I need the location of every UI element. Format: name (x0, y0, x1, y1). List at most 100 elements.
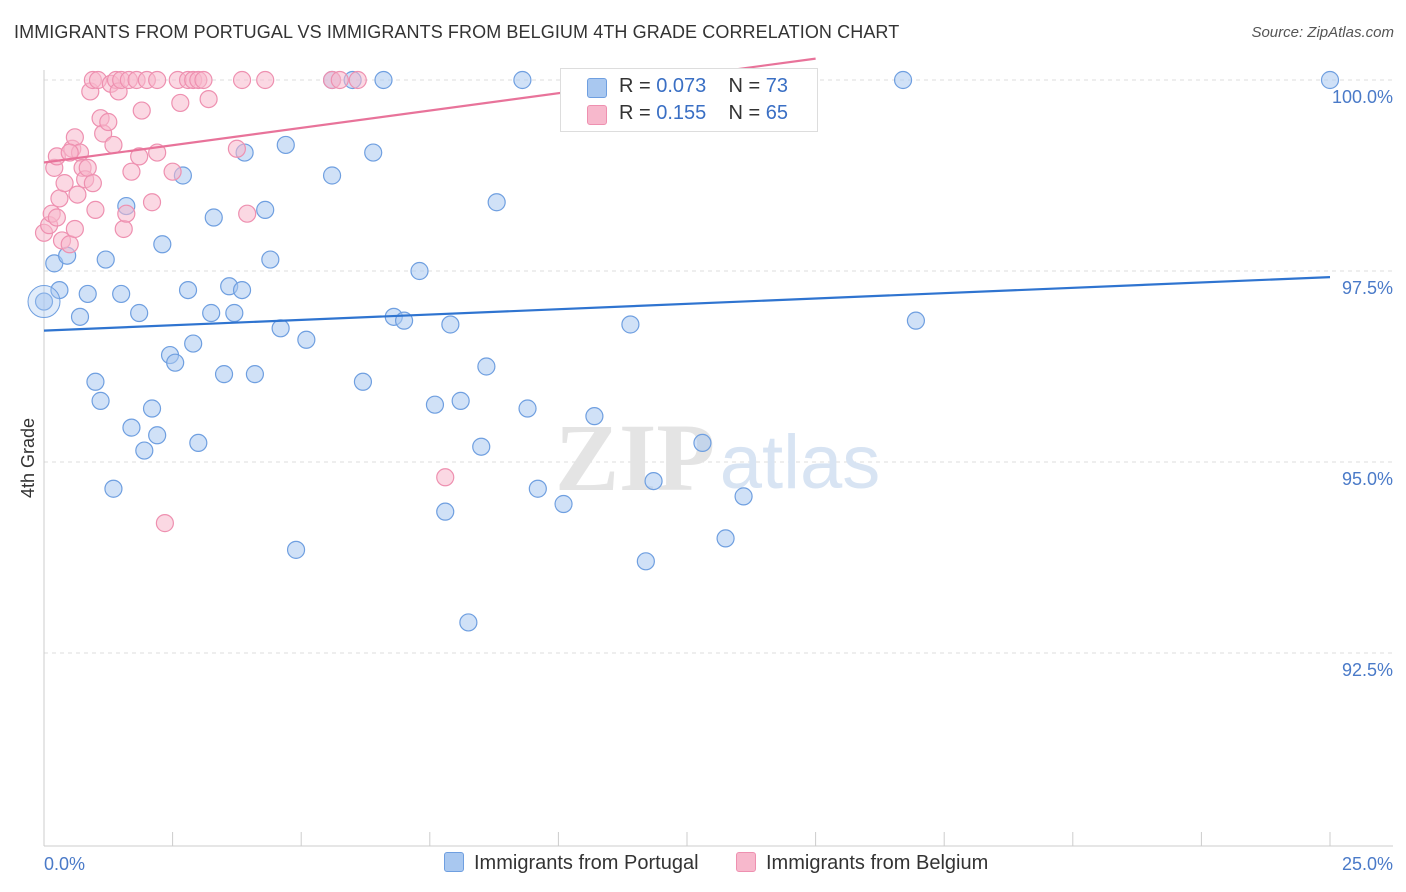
belgium-point (148, 70, 167, 90)
belgium-point (238, 204, 257, 223)
belgium-point (155, 514, 174, 533)
belgium-point (114, 219, 133, 239)
y-tick-label: 100.0% (1332, 87, 1393, 107)
portugal-point (297, 330, 316, 349)
portugal-point (1320, 70, 1340, 90)
portugal-point (166, 353, 185, 372)
r-label: R = (619, 102, 651, 124)
portugal-point (148, 426, 167, 445)
x-tick-label-min: 0.0% (44, 854, 85, 874)
portugal-point (425, 395, 445, 414)
portugal-point (554, 494, 573, 514)
y-axis-tick-labels: 100.0% 97.5% 95.0% 92.5% (1332, 87, 1393, 680)
belgium-point (99, 112, 118, 132)
portugal-point (276, 135, 295, 155)
belgium-point (227, 139, 246, 158)
portugal-legend-swatch (444, 852, 464, 872)
belgium-point (60, 235, 79, 254)
belgium-point (194, 70, 213, 90)
n-value: 65 (765, 102, 789, 124)
legend-item-portugal: Immigrants from Portugal (444, 852, 699, 875)
belgium-point (78, 158, 97, 177)
belgium-stats: R = 0.155 N = 65 (619, 102, 788, 125)
x-tick-label-max: 25.0% (1342, 854, 1393, 874)
chart-title: IMMIGRANTS FROM PORTUGAL VS IMMIGRANTS F… (14, 22, 900, 42)
y-tick-label: 95.0% (1342, 469, 1393, 489)
portugal-point (189, 433, 208, 452)
portugal-point (410, 261, 429, 281)
portugal-point (232, 281, 252, 300)
r-label: R = (619, 75, 651, 97)
belgium-point (50, 189, 69, 208)
portugal-point (112, 284, 131, 304)
belgium-point (436, 468, 455, 487)
y-tick-label: 97.5% (1342, 278, 1393, 298)
belgium-point (132, 101, 151, 120)
portugal-point (528, 479, 547, 498)
belgium-point (232, 70, 252, 90)
y-tick-label: 92.5% (1342, 660, 1393, 680)
portugal-swatch (587, 78, 607, 98)
portugal-point (204, 208, 223, 227)
legend-item-belgium: Immigrants from Belgium (736, 852, 988, 875)
belgium-point (68, 185, 87, 204)
y-axis-title: 4th Grade (18, 418, 38, 498)
belgium-point (130, 147, 149, 166)
portugal-point (225, 303, 244, 323)
belgium-swatch (587, 105, 607, 125)
portugal-point (245, 365, 265, 384)
belgium-point (330, 70, 349, 90)
portugal-point (34, 292, 54, 311)
portugal-point (202, 303, 221, 323)
portugal-point (585, 407, 604, 426)
portugal-point (364, 143, 383, 162)
belgium-point (122, 162, 141, 181)
portugal-point (271, 319, 290, 338)
portugal-point (122, 418, 141, 437)
portugal-point (518, 399, 537, 418)
belgium-point (256, 70, 275, 90)
r-value: 0.073 (656, 75, 707, 97)
portugal-point (96, 250, 115, 269)
n-label: N = (728, 102, 761, 124)
portugal-point (78, 284, 97, 304)
belgium-point (171, 93, 190, 113)
belgium-point (142, 193, 162, 212)
portugal-point (353, 372, 373, 391)
belgium-point (60, 143, 79, 162)
portugal-point (256, 200, 275, 219)
portugal-point (261, 250, 280, 269)
portugal-legend-label: Immigrants from Portugal (474, 852, 699, 874)
portugal-point (636, 552, 655, 571)
portugal-point (716, 529, 735, 548)
portugal-point (477, 357, 496, 376)
r-value: 0.155 (656, 102, 707, 124)
belgium-point (348, 70, 367, 90)
n-label: N = (728, 75, 761, 97)
belgium-point (199, 89, 218, 109)
n-value: 73 (765, 75, 789, 97)
portugal-point (322, 166, 342, 185)
portugal-point (286, 540, 306, 559)
portugal-point (734, 487, 753, 506)
portugal-point (70, 307, 90, 326)
belgium-legend-label: Immigrants from Belgium (766, 852, 989, 874)
portugal-stats: R = 0.073 N = 73 (619, 75, 788, 98)
portugal-point (91, 391, 110, 410)
source-label: Source: ZipAtlas.com (1251, 24, 1394, 41)
belgium-legend-swatch (736, 852, 756, 872)
portugal-point (104, 479, 123, 498)
portugal-point (644, 472, 663, 491)
stats-legend: R = 0.073 N = 73 R = 0.155 N = 65 (560, 68, 818, 132)
portugal-point (374, 70, 393, 90)
portugal-point (135, 441, 154, 460)
portugal-point (142, 399, 162, 418)
portugal-point (693, 433, 712, 452)
portugal-point (906, 311, 926, 330)
portugal-point (214, 365, 234, 384)
gridlines (44, 79, 1393, 654)
portugal-point (513, 70, 532, 90)
watermark-zip: ZIP (555, 404, 715, 511)
portugal-trend-line (43, 276, 1331, 332)
